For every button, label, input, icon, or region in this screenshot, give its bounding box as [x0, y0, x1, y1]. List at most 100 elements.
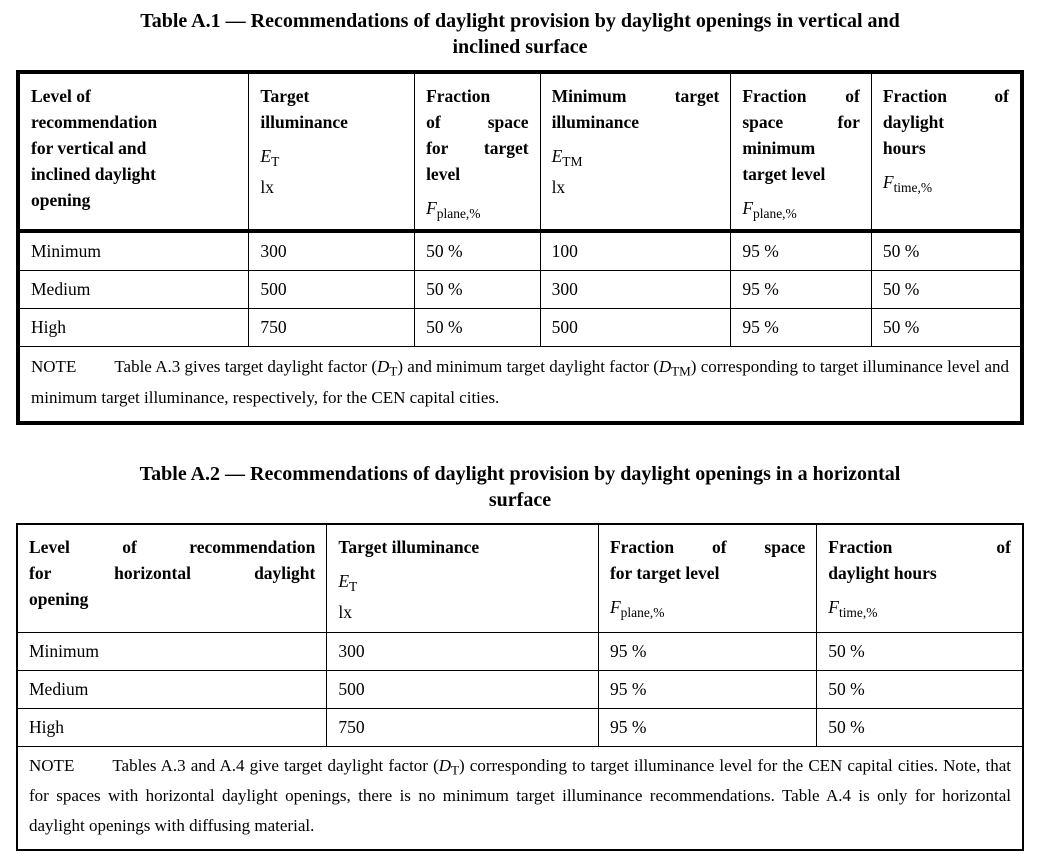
note-text: ) corresponding to target illuminance le… — [29, 756, 1011, 835]
t1-cell: 95 % — [730, 308, 872, 347]
t1-cell: Minimum — [17, 230, 250, 271]
header-title: Level of recommendation for horizontal da… — [29, 537, 316, 609]
t2-cell: Medium — [16, 670, 328, 709]
t1-cell: Medium — [17, 270, 250, 309]
note-label: NOTE — [31, 357, 77, 376]
t1-cell: 300 — [539, 270, 732, 309]
t1-header-level-of-recommendation: Level of recommendation for vertical and in… — [17, 71, 250, 232]
header-title: Fraction of daylight hours — [882, 86, 1009, 158]
header-title: Fraction of space for target level — [426, 86, 529, 184]
symbol-subscript: T — [451, 762, 460, 778]
symbol-subscript: T — [389, 363, 398, 379]
table-a2: Level of recommendation for horizontal da… — [16, 523, 1024, 851]
symbol-base: F — [609, 597, 621, 617]
symbol-subscript: plane,% — [753, 205, 797, 221]
t2-header-fraction-space-target: Fraction of space for target level Fplane… — [597, 523, 818, 633]
t2-cell: 95 % — [597, 632, 818, 671]
symbol-base: D — [658, 357, 672, 376]
t2-header-target-illuminance: Target illuminance ET lx — [326, 523, 599, 633]
header-title: Minimum target illuminance — [551, 86, 720, 132]
t2-header-fraction-daylight-hours: Fraction of daylight hours Ftime,% — [816, 523, 1024, 633]
note-text: ) corresponding to target illuminance le… — [31, 357, 1009, 407]
t1-header-target-illuminance: Target illuminance ET lx — [248, 71, 416, 232]
t2-cell: 50 % — [816, 670, 1024, 709]
header-title: Fraction of space for target level — [609, 537, 806, 583]
note-label: NOTE — [29, 756, 75, 775]
t2-row-minimum: Minimum 300 95 % 50 % — [16, 632, 1024, 671]
t1-cell: 95 % — [730, 230, 872, 271]
t2-cell: 50 % — [816, 632, 1024, 671]
t1-cell: 300 — [248, 230, 416, 271]
t2-note: NOTE Tables A.3 and A.4 give target dayli… — [16, 746, 1024, 851]
symbol-subscript: plane,% — [436, 205, 481, 221]
note-text: ) and minimum target daylight factor ( — [397, 357, 659, 376]
t1-header-minimum-target-illuminance: Minimum target illuminance ETM lx — [539, 71, 732, 232]
t1-cell: 95 % — [730, 270, 872, 309]
symbol-subscript: plane,% — [620, 604, 665, 620]
table-a2-caption: Table A.2 — Recommendations of daylight … — [139, 463, 901, 511]
header-title: Target illuminance — [260, 86, 348, 132]
symbol-f-plane: Fplane,% — [742, 195, 860, 221]
t2-header-level-of-recommendation: Level of recommendation for horizontal da… — [16, 523, 328, 633]
t2-cell: Minimum — [16, 632, 328, 671]
formula-d-t: DT — [438, 756, 460, 778]
t1-row-minimum: Minimum 300 50 % 100 95 % 50 % — [17, 230, 1023, 271]
symbol-f-plane: Fplane,% — [610, 594, 805, 620]
t1-cell: 750 — [248, 308, 416, 347]
symbol-base: F — [742, 198, 754, 218]
symbol-base: F — [882, 172, 894, 192]
formula-d-tm: DTM — [658, 357, 691, 379]
unit-lx: lx — [338, 602, 352, 622]
unit-lx: lx — [551, 177, 566, 197]
t2-note-row: NOTE Tables A.3 and A.4 give target dayli… — [16, 746, 1024, 851]
t1-cell: 50 % — [870, 270, 1023, 309]
symbol-subscript: TM — [562, 153, 583, 169]
t2-row-high: High 750 95 % 50 % — [16, 708, 1024, 747]
t1-cell: 100 — [539, 230, 732, 271]
symbol-base: E — [338, 571, 350, 591]
table-a2-header-row: Level of recommendation for horizontal da… — [16, 523, 1024, 633]
table-a1-header-row: Level of recommendation for vertical and in… — [17, 71, 1023, 232]
symbol-subscript: T — [349, 578, 358, 594]
note-text: Tables A.3 and A.4 give target daylight … — [112, 756, 439, 775]
table-a1: Level of recommendation for vertical and in… — [16, 70, 1024, 425]
t2-row-medium: Medium 500 95 % 50 % — [16, 670, 1024, 709]
symbol-base: F — [426, 198, 437, 218]
t2-cell: 300 — [326, 632, 599, 671]
symbol-base: D — [438, 756, 452, 775]
t1-note: NOTE Table A.3 gives target daylight fact… — [17, 346, 1023, 424]
t1-cell: 50 % — [414, 230, 541, 271]
note-text: Table A.3 gives target daylight factor ( — [114, 357, 378, 376]
t1-header-fraction-daylight-hours: Fraction of daylight hours Ftime,% — [870, 71, 1023, 232]
symbol-f-time: Ftime,% — [883, 169, 1009, 195]
symbol-e-t: ET — [338, 568, 587, 594]
symbol-subscript: TM — [671, 363, 691, 379]
symbol-subscript: time,% — [838, 604, 878, 620]
t2-cell: 750 — [326, 708, 599, 747]
t1-cell: 50 % — [414, 308, 541, 347]
t1-row-high: High 750 50 % 500 95 % 50 % — [17, 308, 1023, 347]
t1-note-row: NOTE Table A.3 gives target daylight fact… — [17, 346, 1023, 424]
symbol-base: D — [377, 357, 390, 376]
t1-header-fraction-space-minimum: Fraction of space for minimum target level … — [730, 71, 872, 232]
header-title: Level of recommendation for vertical and in… — [31, 86, 158, 210]
symbol-base: E — [260, 146, 272, 166]
t1-cell: 50 % — [870, 308, 1023, 347]
t1-header-fraction-space-target: Fraction of space for target level Fplane,% — [414, 71, 541, 232]
t1-cell: High — [17, 308, 250, 347]
symbol-e-tm: ETM — [552, 143, 720, 169]
symbol-base: E — [551, 146, 563, 166]
unit-lx: lx — [260, 177, 275, 197]
symbol-f-time: Ftime,% — [828, 594, 1011, 620]
header-title: Fraction of space for minimum target level — [742, 86, 860, 184]
symbol-subscript: time,% — [893, 179, 933, 195]
t2-cell: 95 % — [597, 708, 818, 747]
t1-cell: 500 — [539, 308, 732, 347]
table-a1-caption: Table A.1 — Recommendations of daylight … — [140, 10, 900, 58]
t2-cell: High — [16, 708, 328, 747]
symbol-f-plane: Fplane,% — [426, 195, 529, 221]
t1-row-medium: Medium 500 50 % 300 95 % 50 % — [17, 270, 1023, 309]
header-title: Fraction of daylight hours — [828, 537, 1011, 583]
symbol-e-t: ET — [260, 143, 403, 169]
